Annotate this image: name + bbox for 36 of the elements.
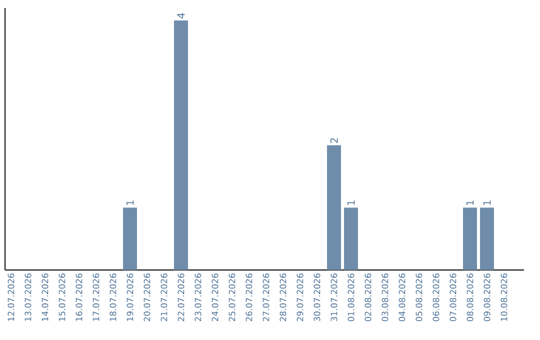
x-tick-label: 13.07.2026	[24, 273, 32, 321]
x-tick-label: 09.08.2026	[484, 273, 490, 322]
x-tick-label: 23.07.2026	[194, 273, 202, 322]
x-tick-label: 29.07.2026	[296, 273, 304, 322]
x-tick-label: 14.07.2026	[42, 273, 48, 321]
x-tick-label: 03.08.2026	[382, 273, 388, 322]
x-tick-label: 25.07.2026	[228, 273, 236, 322]
x-tick-label: 16.07.2026	[76, 273, 82, 321]
x-tick-label: 18.07.2026	[110, 273, 116, 321]
x-tick-label: 28.07.2026	[280, 273, 286, 322]
x-tick-label: 17.07.2026	[92, 273, 100, 321]
x-tick-label: 01.08.2026	[348, 273, 354, 322]
x-tick-label: 05.08.2026	[416, 273, 422, 322]
x-tick-label: 02.08.2026	[364, 273, 372, 322]
x-tick-label: 21.07.2026	[160, 273, 168, 322]
data-label: 1	[347, 200, 355, 205]
x-tick-label: 04.08.2026	[398, 273, 406, 322]
x-tick-label: 15.07.2026	[58, 273, 66, 321]
x-tick-label: 27.07.2026	[262, 273, 270, 322]
data-label: 1	[126, 200, 134, 205]
x-tick-label: 22.07.2026	[178, 273, 184, 322]
x-tick-label: 24.07.2026	[212, 273, 218, 322]
x-tick-label: 10.08.2026	[500, 273, 508, 321]
x-tick-label: 07.08.2026	[450, 273, 456, 322]
x-tick-label: 20.07.2026	[144, 273, 150, 322]
data-label: 2	[330, 138, 338, 143]
x-tick-label: 19.07.2026	[126, 273, 134, 321]
data-label: 1	[466, 200, 474, 205]
data-label: 4	[177, 13, 185, 18]
x-tick-label: 08.08.2026	[466, 273, 474, 322]
x-tick-label: 06.08.2026	[432, 273, 440, 322]
x-tick-label: 31.07.2026	[330, 273, 338, 322]
x-tick-label: 12.07.2026	[8, 273, 14, 321]
x-tick-label: 30.07.2026	[314, 273, 320, 322]
data-label: 1	[483, 200, 491, 205]
x-tick-label: 26.07.2026	[246, 273, 252, 322]
